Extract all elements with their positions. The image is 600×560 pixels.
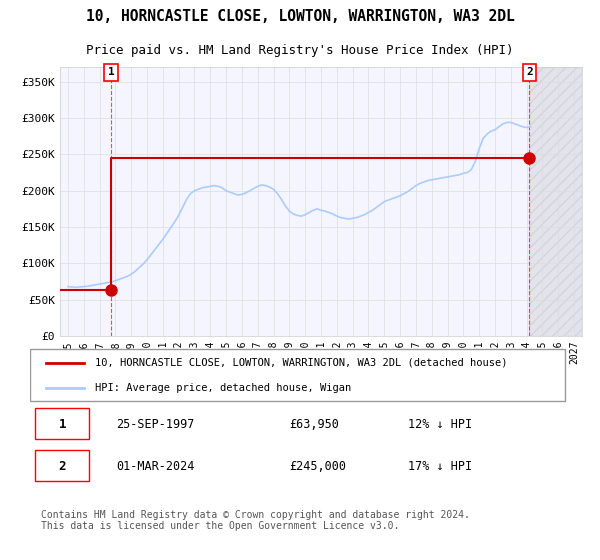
Text: £245,000: £245,000 [289, 460, 346, 473]
Text: 2: 2 [59, 460, 66, 473]
Text: 2: 2 [526, 67, 533, 77]
Text: 10, HORNCASTLE CLOSE, LOWTON, WARRINGTON, WA3 2DL (detached house): 10, HORNCASTLE CLOSE, LOWTON, WARRINGTON… [95, 358, 508, 368]
Text: 25-SEP-1997: 25-SEP-1997 [116, 418, 195, 431]
FancyBboxPatch shape [35, 408, 89, 439]
Text: Price paid vs. HM Land Registry's House Price Index (HPI): Price paid vs. HM Land Registry's House … [86, 44, 514, 57]
Text: 1: 1 [59, 418, 66, 431]
Text: HPI: Average price, detached house, Wigan: HPI: Average price, detached house, Wiga… [95, 382, 351, 393]
FancyBboxPatch shape [35, 450, 89, 482]
Text: 10, HORNCASTLE CLOSE, LOWTON, WARRINGTON, WA3 2DL: 10, HORNCASTLE CLOSE, LOWTON, WARRINGTON… [86, 10, 514, 24]
FancyBboxPatch shape [30, 349, 565, 401]
Bar [529, 67, 582, 336]
Text: 12% ↓ HPI: 12% ↓ HPI [408, 418, 472, 431]
Text: 01-MAR-2024: 01-MAR-2024 [116, 460, 195, 473]
Text: 17% ↓ HPI: 17% ↓ HPI [408, 460, 472, 473]
Text: 1: 1 [108, 67, 115, 77]
Text: Contains HM Land Registry data © Crown copyright and database right 2024.
This d: Contains HM Land Registry data © Crown c… [41, 510, 470, 531]
Text: £63,950: £63,950 [289, 418, 339, 431]
